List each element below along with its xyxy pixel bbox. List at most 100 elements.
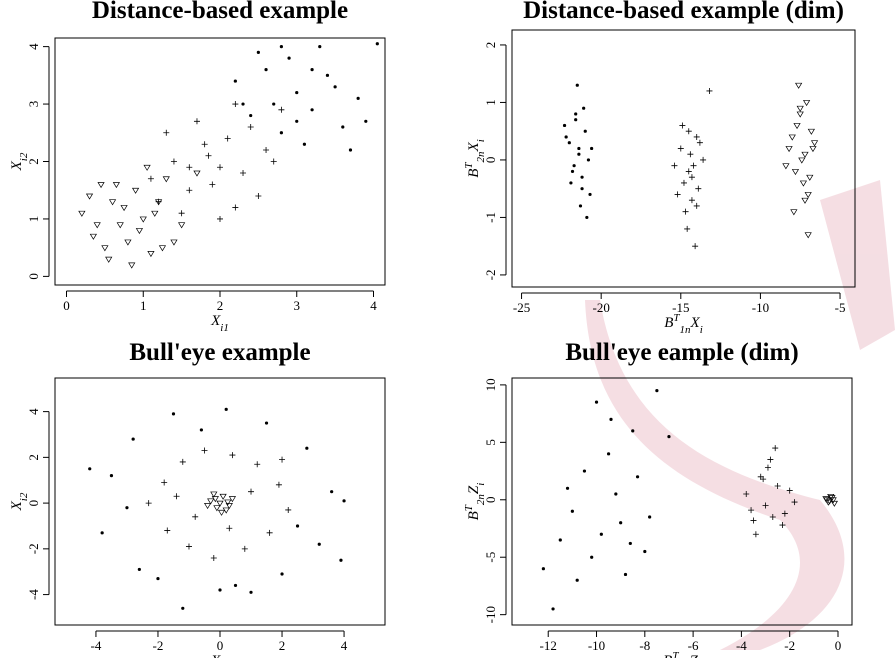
point xyxy=(131,187,140,194)
watermark-shape xyxy=(820,180,895,350)
point xyxy=(109,474,114,478)
point xyxy=(348,148,353,152)
point xyxy=(684,225,691,232)
x-tick-label: 3 xyxy=(293,298,300,313)
point xyxy=(785,146,793,153)
y-tick-label: 5 xyxy=(483,439,498,446)
point xyxy=(247,124,254,131)
label-part: T xyxy=(463,162,475,169)
point xyxy=(108,199,117,206)
axis-label: Xi2 xyxy=(9,152,30,171)
point xyxy=(310,67,314,72)
point xyxy=(279,456,286,463)
point xyxy=(233,583,238,588)
label-part: T xyxy=(672,650,679,658)
point xyxy=(272,102,276,106)
point xyxy=(248,488,255,495)
point xyxy=(569,181,573,185)
point xyxy=(574,118,578,122)
point xyxy=(823,497,831,504)
point xyxy=(685,128,692,135)
point xyxy=(93,222,101,229)
point xyxy=(100,531,104,535)
y-tick-label: 2 xyxy=(26,454,41,461)
x-tick-label: -4 xyxy=(91,638,102,653)
y-tick-label: 0 xyxy=(26,273,41,280)
axis-label: BT1nXi xyxy=(664,312,703,336)
point xyxy=(266,529,273,536)
point xyxy=(254,461,261,468)
point xyxy=(782,163,790,170)
point xyxy=(85,193,94,200)
y-tick-label: -2 xyxy=(26,543,41,554)
point xyxy=(295,524,300,528)
point xyxy=(648,515,652,519)
y-tick-label: -1 xyxy=(483,212,498,223)
point xyxy=(97,182,105,189)
axis-label: Xi1 xyxy=(210,653,229,658)
point xyxy=(772,445,779,452)
y-tick-label: -2 xyxy=(483,270,498,281)
point xyxy=(599,532,603,536)
point xyxy=(210,554,217,561)
point xyxy=(279,45,283,49)
x-tick-label: 2 xyxy=(279,638,286,653)
point xyxy=(229,452,236,459)
axis-label: Xi1 xyxy=(210,313,229,334)
plot-frame xyxy=(511,377,853,626)
point xyxy=(112,182,121,189)
point xyxy=(774,482,781,489)
point xyxy=(688,197,695,204)
point xyxy=(219,493,227,500)
point xyxy=(706,87,713,94)
point xyxy=(574,112,578,116)
point xyxy=(305,446,309,450)
point xyxy=(186,187,193,194)
label-part: i xyxy=(475,139,487,142)
label-part: 2n xyxy=(475,151,487,163)
point xyxy=(551,607,555,611)
point xyxy=(207,498,215,505)
plot-frame xyxy=(511,29,856,288)
point xyxy=(700,156,707,163)
point xyxy=(762,502,769,509)
label-part: i xyxy=(475,483,487,486)
point xyxy=(572,164,576,168)
point xyxy=(192,513,199,520)
point xyxy=(583,129,587,133)
point xyxy=(575,578,579,582)
x-tick-label: -8 xyxy=(639,638,650,653)
x-tick-label: -25 xyxy=(513,300,530,315)
point xyxy=(688,174,695,181)
plot-frame xyxy=(54,377,386,626)
point xyxy=(131,437,135,441)
point xyxy=(125,506,129,510)
point xyxy=(586,158,591,162)
label-part: T xyxy=(673,312,680,324)
y-tick-label: 1 xyxy=(26,216,41,223)
point xyxy=(786,487,793,494)
point xyxy=(162,176,170,183)
point xyxy=(224,407,228,411)
point xyxy=(89,233,97,240)
point xyxy=(804,232,812,239)
point xyxy=(318,45,322,49)
y-tick-label: 3 xyxy=(26,101,41,108)
point xyxy=(120,205,128,212)
point xyxy=(562,123,567,128)
point xyxy=(186,164,193,171)
y-tick-label: 0 xyxy=(26,500,41,507)
point xyxy=(270,158,277,165)
x-tick-label: -15 xyxy=(672,300,689,315)
point xyxy=(674,191,681,198)
point xyxy=(279,131,283,135)
point xyxy=(356,96,360,100)
point xyxy=(317,542,321,546)
point xyxy=(685,168,692,175)
point xyxy=(680,179,687,186)
label-part: 2n xyxy=(475,494,487,506)
point xyxy=(788,134,796,141)
point xyxy=(806,174,814,181)
point xyxy=(767,456,774,463)
point xyxy=(156,576,160,581)
